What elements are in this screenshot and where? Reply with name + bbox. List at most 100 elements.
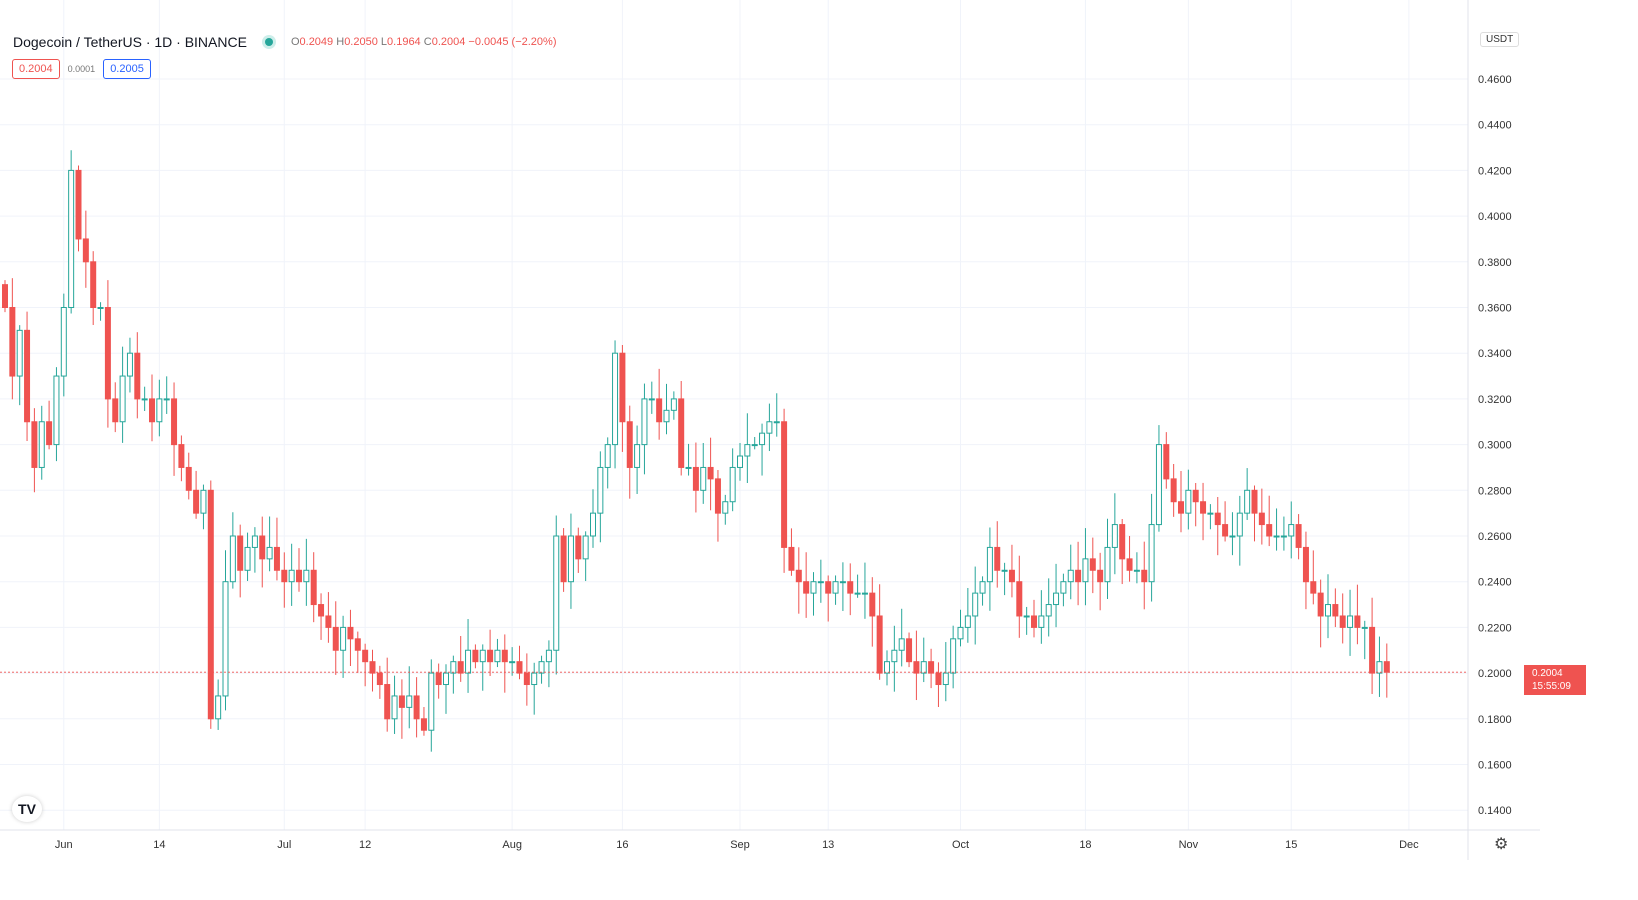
candle-up bbox=[590, 512, 596, 537]
candle-down bbox=[273, 546, 280, 571]
sell-button[interactable]: 0.2004 bbox=[12, 59, 60, 79]
candle-down bbox=[472, 649, 479, 663]
candle-down bbox=[803, 581, 810, 594]
candle-down bbox=[575, 535, 582, 560]
candle-up bbox=[1053, 592, 1060, 606]
candle-up bbox=[567, 535, 574, 583]
candle-up bbox=[685, 466, 692, 469]
candle-up bbox=[920, 661, 927, 674]
x-tick-label: 13 bbox=[822, 839, 834, 851]
y-tick-label: 0.3400 bbox=[1478, 348, 1512, 360]
currency-label[interactable]: USDT bbox=[1480, 32, 1520, 47]
candle-up bbox=[406, 695, 413, 708]
candle-up bbox=[1244, 489, 1251, 514]
candle-down bbox=[626, 421, 633, 468]
candle-up bbox=[1045, 604, 1052, 617]
candle-up bbox=[884, 661, 890, 674]
symbol-title[interactable]: Dogecoin / TetherUS · 1D · BINANCE bbox=[13, 34, 247, 50]
high-value: 0.2050 bbox=[344, 36, 378, 48]
candle-down bbox=[376, 672, 383, 686]
y-tick-label: 0.4600 bbox=[1478, 74, 1512, 86]
candle-up bbox=[722, 501, 729, 514]
candle-up bbox=[832, 581, 839, 594]
candle-down bbox=[788, 546, 795, 571]
bar-countdown: 15:55:09 bbox=[1532, 681, 1571, 692]
y-tick-label: 0.3800 bbox=[1478, 257, 1512, 269]
candle-up bbox=[957, 626, 964, 640]
candle-down bbox=[332, 626, 339, 651]
candle-up bbox=[1347, 615, 1354, 628]
candle-down bbox=[795, 569, 802, 583]
candle-up bbox=[597, 466, 604, 514]
candle-up bbox=[817, 581, 824, 584]
candle-down bbox=[928, 661, 935, 674]
candle-down bbox=[413, 695, 420, 720]
x-tick-label: Oct bbox=[952, 839, 969, 851]
candle-up bbox=[891, 649, 898, 663]
candle-up bbox=[119, 375, 126, 423]
candle-up bbox=[773, 421, 780, 424]
candle-up bbox=[663, 409, 670, 423]
open-value: 0.2049 bbox=[299, 36, 334, 48]
candle-down bbox=[1354, 615, 1361, 628]
x-tick-label: 18 bbox=[1079, 839, 1091, 851]
candle-up bbox=[729, 466, 736, 503]
candle-up bbox=[1023, 615, 1030, 618]
candle-down bbox=[104, 307, 111, 400]
candle-down bbox=[112, 398, 119, 423]
candle-up bbox=[1273, 535, 1280, 538]
candle-down bbox=[501, 649, 508, 663]
candle-down bbox=[1141, 569, 1148, 583]
x-tick-label: Jul bbox=[277, 839, 291, 851]
candle-up bbox=[141, 398, 148, 401]
y-tick-label: 0.3000 bbox=[1478, 440, 1512, 452]
y-tick-label: 0.1400 bbox=[1478, 805, 1512, 817]
candle-down bbox=[1016, 581, 1023, 617]
candle-down bbox=[237, 535, 244, 571]
candle-down bbox=[1119, 524, 1126, 560]
candle-up bbox=[16, 329, 23, 377]
candle-up bbox=[1288, 524, 1295, 537]
trade-buttons: 0.2004 0.0001 0.2005 bbox=[12, 59, 151, 79]
candle-up bbox=[531, 672, 538, 686]
tradingview-logo[interactable]: TV bbox=[12, 796, 42, 822]
change-value: −0.0045 (−2.20%) bbox=[468, 36, 557, 48]
candle-down bbox=[876, 615, 883, 674]
candle-down bbox=[193, 489, 200, 514]
candle-up bbox=[479, 649, 486, 663]
candle-down bbox=[259, 535, 266, 560]
candle-down bbox=[2, 284, 8, 308]
buy-button[interactable]: 0.2005 bbox=[103, 59, 151, 79]
candle-down bbox=[707, 466, 714, 480]
candle-down bbox=[619, 352, 626, 423]
candle-up bbox=[854, 592, 861, 595]
candle-down bbox=[384, 684, 391, 720]
candle-up bbox=[553, 535, 560, 651]
candle-up bbox=[126, 352, 133, 377]
candle-down bbox=[1222, 524, 1229, 537]
candle-up bbox=[1325, 604, 1331, 617]
candle-down bbox=[1339, 615, 1346, 628]
candle-down bbox=[1317, 592, 1324, 617]
candle-up bbox=[38, 421, 45, 468]
candle-up bbox=[700, 466, 707, 491]
candle-down bbox=[90, 261, 97, 308]
candle-up bbox=[942, 672, 949, 686]
candle-up bbox=[670, 398, 677, 411]
candle-down bbox=[994, 546, 1001, 571]
low-label: L bbox=[380, 36, 388, 48]
candle-down bbox=[1302, 546, 1309, 583]
candle-down bbox=[31, 421, 38, 468]
candle-up bbox=[810, 581, 817, 594]
candle-down bbox=[1383, 661, 1390, 673]
settings-gear-icon[interactable]: ⚙ bbox=[1494, 836, 1509, 853]
candle-up bbox=[1001, 569, 1008, 572]
candle-up bbox=[950, 638, 957, 674]
candle-up bbox=[641, 398, 648, 446]
candle-down bbox=[354, 638, 361, 651]
candle-down bbox=[420, 718, 427, 731]
candle-up bbox=[443, 672, 449, 686]
candle-up bbox=[1038, 615, 1045, 628]
spread: 0.0001 bbox=[67, 64, 96, 74]
